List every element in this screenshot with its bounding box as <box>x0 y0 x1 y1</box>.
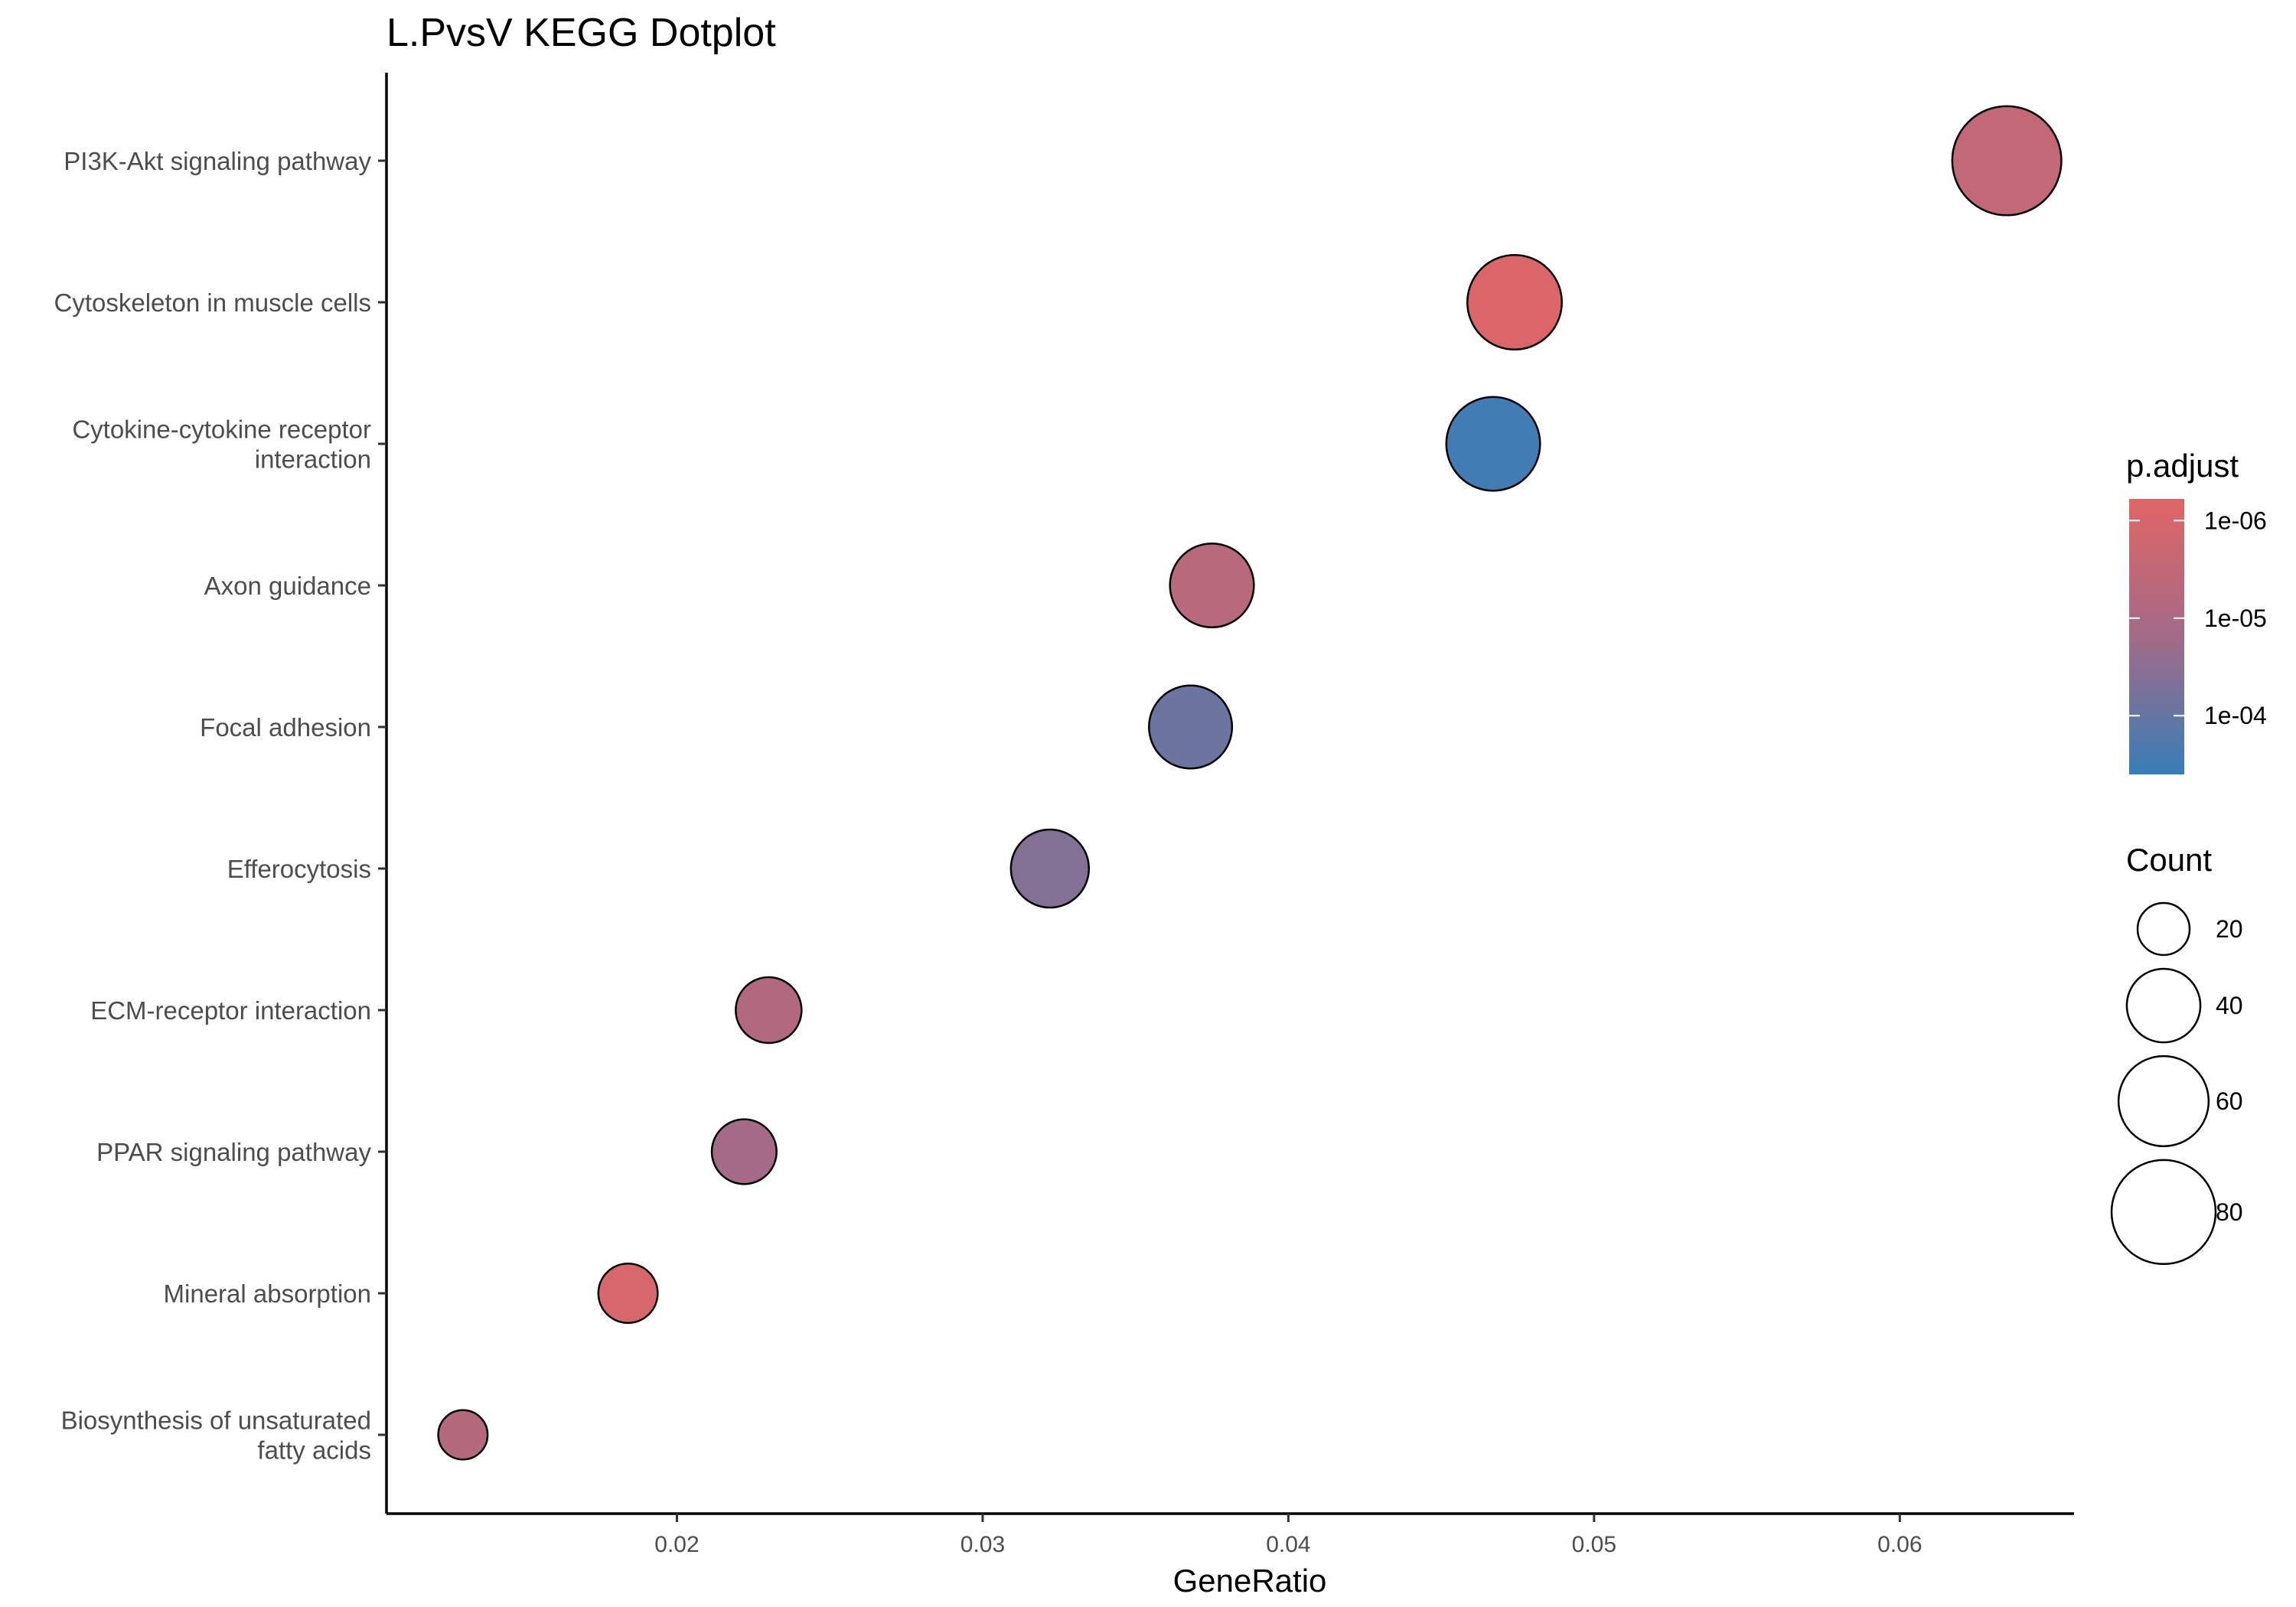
y-tick-label: Efferocytosis <box>227 855 371 883</box>
x-tick-label: 0.06 <box>1877 1532 1922 1557</box>
data-point <box>710 1118 778 1185</box>
y-tick-label: PI3K-Akt signaling pathway <box>64 147 371 175</box>
y-tick-label-line: ECM-receptor interaction <box>90 996 371 1025</box>
x-tick-label: 0.05 <box>1572 1532 1616 1557</box>
size-legend-label: 80 <box>2216 1198 2243 1226</box>
data-point <box>735 976 803 1045</box>
y-tick-label: Cytokine-cytokine receptor interaction <box>72 416 371 474</box>
data-point <box>437 1409 489 1461</box>
y-tick-label: Mineral absorption <box>164 1279 371 1308</box>
y-tick-label-line: Focal adhesion <box>200 713 371 742</box>
color-legend-title: p.adjust <box>2126 448 2239 484</box>
y-tick-label-line: PI3K-Akt signaling pathway <box>64 147 371 175</box>
data-point <box>1169 542 1255 629</box>
data-point <box>1466 254 1563 350</box>
y-tick-label: Axon guidance <box>204 572 371 600</box>
size-legend-circle <box>2136 901 2191 957</box>
color-legend-label: 1e-04 <box>2204 702 2267 729</box>
y-tick-label-line: interaction <box>255 445 371 474</box>
y-tick-label-line: Biosynthesis of unsaturated <box>61 1407 371 1435</box>
size-legend-title: Count <box>2126 842 2212 878</box>
size-legend-circle <box>2110 1159 2217 1266</box>
x-tick-label: 0.04 <box>1266 1532 1310 1557</box>
color-legend-bar <box>2129 499 2184 774</box>
y-tick-label-line: Cytoskeleton in muscle cells <box>54 288 372 317</box>
data-point <box>1148 684 1234 770</box>
size-legend-circle <box>2125 967 2202 1044</box>
plot-area: PI3K-Akt signaling pathway Cytoskeleton i… <box>54 73 2074 1557</box>
legend: p.adjust Count 1e-06 1e-05 1e-04 20 40 60 80 <box>2110 448 2267 1266</box>
y-tick-label-line: Axon guidance <box>204 572 371 600</box>
x-axis-title: GeneRatio <box>1173 1563 1327 1599</box>
size-legend-label: 20 <box>2216 915 2243 943</box>
size-legend-label: 60 <box>2216 1087 2243 1115</box>
y-tick-label: Cytoskeleton in muscle cells <box>54 288 372 317</box>
x-tick-label: 0.02 <box>654 1532 699 1557</box>
chart-title: L.PvsV KEGG Dotplot <box>386 11 776 55</box>
y-tick-label: Focal adhesion <box>200 713 371 742</box>
y-tick-label-line: Mineral absorption <box>164 1279 371 1308</box>
y-tick-label: PPAR signaling pathway <box>96 1138 371 1166</box>
color-legend-label: 1e-06 <box>2204 507 2267 534</box>
color-legend-label: 1e-05 <box>2204 605 2267 632</box>
size-legend-circle <box>2117 1054 2210 1148</box>
y-tick-label-line: Efferocytosis <box>227 855 371 883</box>
y-tick-label-line: fatty acids <box>257 1436 371 1465</box>
data-point <box>1951 105 2063 217</box>
data-point <box>1445 396 1541 492</box>
y-tick-label: ECM-receptor interaction <box>90 996 371 1025</box>
y-tick-label: Biosynthesis of unsaturated fatty acids <box>61 1407 371 1465</box>
y-tick-label-line: Cytokine-cytokine receptor <box>72 416 371 444</box>
x-tick-label: 0.03 <box>960 1532 1005 1557</box>
data-point <box>597 1262 659 1325</box>
data-point <box>1009 828 1091 909</box>
size-legend-label: 40 <box>2216 992 2243 1019</box>
y-tick-label-line: PPAR signaling pathway <box>96 1138 371 1166</box>
